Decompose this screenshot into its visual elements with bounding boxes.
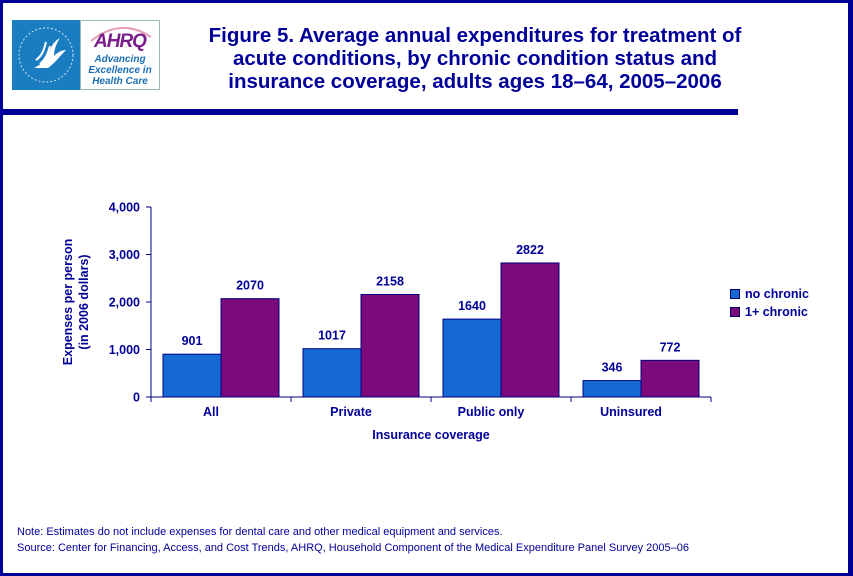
y-tick-label: 1,000 xyxy=(109,343,140,357)
legend-item-no-chronic: no chronic xyxy=(730,285,809,303)
data-label: 1017 xyxy=(318,329,346,343)
bar-1-chronic-uninsured xyxy=(640,359,700,398)
footnotes: Note: Estimates do not include expenses … xyxy=(17,524,689,556)
x-tick-label: All xyxy=(203,405,219,419)
data-label: 1640 xyxy=(458,299,486,313)
x-tick-label: Private xyxy=(330,405,372,419)
bars-group: 901 2070 1017 2158 1640 2822 346 772 xyxy=(162,243,700,398)
legend-label-1plus-chronic: 1+ chronic xyxy=(745,305,808,319)
data-label: 346 xyxy=(602,361,623,375)
hhs-logo xyxy=(12,20,80,90)
bar-no-chronic-uninsured xyxy=(582,380,642,398)
data-label: 2822 xyxy=(516,243,544,257)
x-tick-label: Uninsured xyxy=(600,405,662,419)
chart-title: Figure 5. Average annual expenditures fo… xyxy=(208,24,742,93)
bar-no-chronic-private xyxy=(302,348,362,398)
x-tick-label: Public only xyxy=(458,405,525,419)
bar-1-chronic-public-only xyxy=(500,262,560,398)
y-tick-label: 4,000 xyxy=(109,201,140,215)
data-label: 901 xyxy=(182,334,203,348)
ahrq-tagline: Advancing Excellence in Health Care xyxy=(88,54,152,87)
legend-swatch-no-chronic xyxy=(730,289,740,299)
y-axis-label-line-2: (in 2006 dollars) xyxy=(77,254,91,349)
bar-no-chronic-public-only xyxy=(442,318,502,398)
y-tick-label: 3,000 xyxy=(109,248,140,262)
y-tick-label: 0 xyxy=(133,391,140,405)
bar-1-chronic-private xyxy=(360,293,420,398)
eagle-icon xyxy=(18,27,74,83)
legend: no chronic 1+ chronic xyxy=(730,285,809,321)
y-axis-label-line-1: Expenses per person xyxy=(61,239,75,365)
data-label: 2070 xyxy=(236,279,264,293)
bar-no-chronic-all xyxy=(162,353,222,398)
legend-swatch-1plus-chronic xyxy=(730,307,740,317)
y-axis-label: Expenses per person (in 2006 dollars) xyxy=(61,239,91,365)
axes-group: All Private Public only Uninsured 0 1,000 2,00… xyxy=(109,201,712,419)
title-separator xyxy=(0,109,738,115)
x-axis-label: Insurance coverage xyxy=(372,428,489,442)
logo-group: AHRQ Advancing Excellence in Health Care xyxy=(12,20,162,90)
ahrq-wordmark: AHRQ xyxy=(94,31,147,52)
data-label: 2158 xyxy=(376,274,404,288)
y-tick-label: 2,000 xyxy=(109,296,140,310)
bar-1-chronic-all xyxy=(220,298,280,398)
arc-icon xyxy=(90,26,152,42)
source-text: Source: Center for Financing, Access, an… xyxy=(17,542,689,554)
ahrq-logo: AHRQ Advancing Excellence in Health Care xyxy=(80,20,160,90)
note-text: Note: Estimates do not include expenses … xyxy=(17,526,503,538)
data-label: 772 xyxy=(660,340,681,354)
legend-item-1plus-chronic: 1+ chronic xyxy=(730,303,809,321)
legend-label-no-chronic: no chronic xyxy=(745,287,809,301)
